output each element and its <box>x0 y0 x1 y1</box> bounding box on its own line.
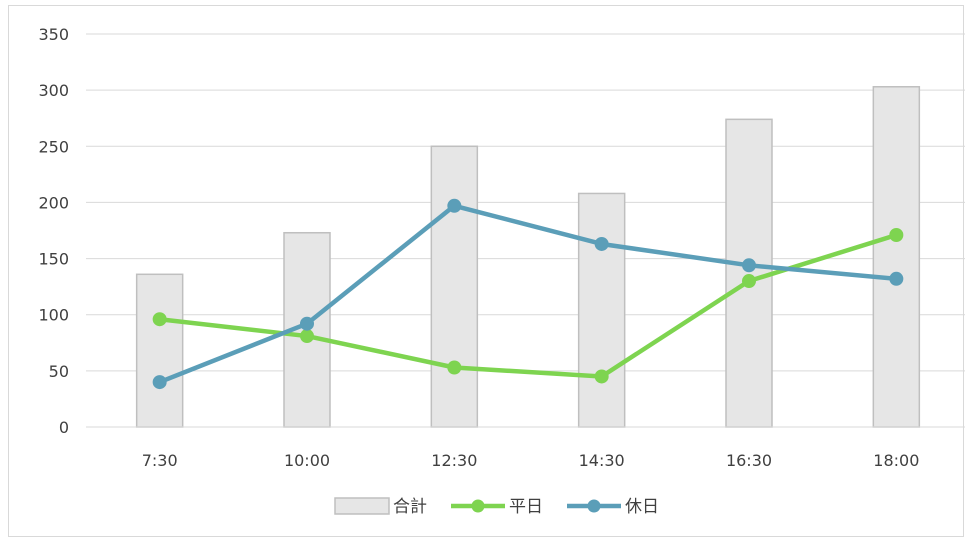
y-tick-label: 150 <box>38 250 69 269</box>
series-line <box>157 232 899 379</box>
legend-item: 休日 <box>567 497 659 517</box>
data-point <box>594 236 609 251</box>
bar <box>577 192 626 428</box>
bar-series <box>135 86 921 428</box>
legend-swatch <box>334 497 390 515</box>
legend-label: 平日 <box>509 497 543 517</box>
y-tick-label: 100 <box>38 306 69 325</box>
data-point <box>742 258 756 273</box>
data-point <box>594 369 609 384</box>
bar <box>872 86 921 428</box>
bar <box>135 273 184 428</box>
y-tick-label: 350 <box>38 25 69 44</box>
chart-frame: 0 50 100 150 200 250 300 350 7:30 10:00 12:30 14:3… <box>8 5 970 537</box>
x-axis-ticks: 7:30 10:00 12:30 14:30 16:30 18:00 <box>142 451 920 470</box>
data-point <box>447 198 462 213</box>
legend: 合計 平日 休日 <box>334 497 659 517</box>
data-point <box>742 274 756 289</box>
x-tick-label: 10:00 <box>284 451 330 470</box>
x-tick-label: 16:30 <box>726 451 772 470</box>
data-point <box>889 271 904 286</box>
data-point <box>300 329 314 344</box>
data-point <box>300 316 314 331</box>
x-tick-label: 14:30 <box>579 451 625 470</box>
data-point <box>152 375 167 390</box>
y-tick-label: 250 <box>38 137 69 156</box>
y-axis-ticks: 0 50 100 150 200 250 300 350 <box>38 25 69 437</box>
line-series <box>152 198 904 390</box>
legend-label: 休日 <box>625 497 659 517</box>
legend-label: 合計 <box>393 497 427 517</box>
x-tick-label: 12:30 <box>431 451 477 470</box>
y-tick-label: 200 <box>38 193 69 212</box>
y-tick-label: 300 <box>38 81 69 100</box>
bar <box>430 145 479 428</box>
bar <box>725 118 773 428</box>
data-point <box>447 360 462 375</box>
legend-item: 平日 <box>451 497 543 517</box>
series-line <box>157 203 899 385</box>
data-point <box>889 227 904 242</box>
combo-chart: 0 50 100 150 200 250 300 350 7:30 10:00 12:30 14:3… <box>38 25 970 517</box>
x-tick-label: 7:30 <box>142 451 178 470</box>
y-tick-label: 0 <box>59 418 69 437</box>
legend-marker <box>587 499 601 513</box>
x-tick-label: 18:00 <box>873 451 919 470</box>
y-tick-label: 50 <box>49 362 69 381</box>
data-point <box>152 312 167 327</box>
legend-item: 合計 <box>334 497 427 517</box>
legend-marker <box>471 499 485 513</box>
gridlines <box>86 33 970 372</box>
